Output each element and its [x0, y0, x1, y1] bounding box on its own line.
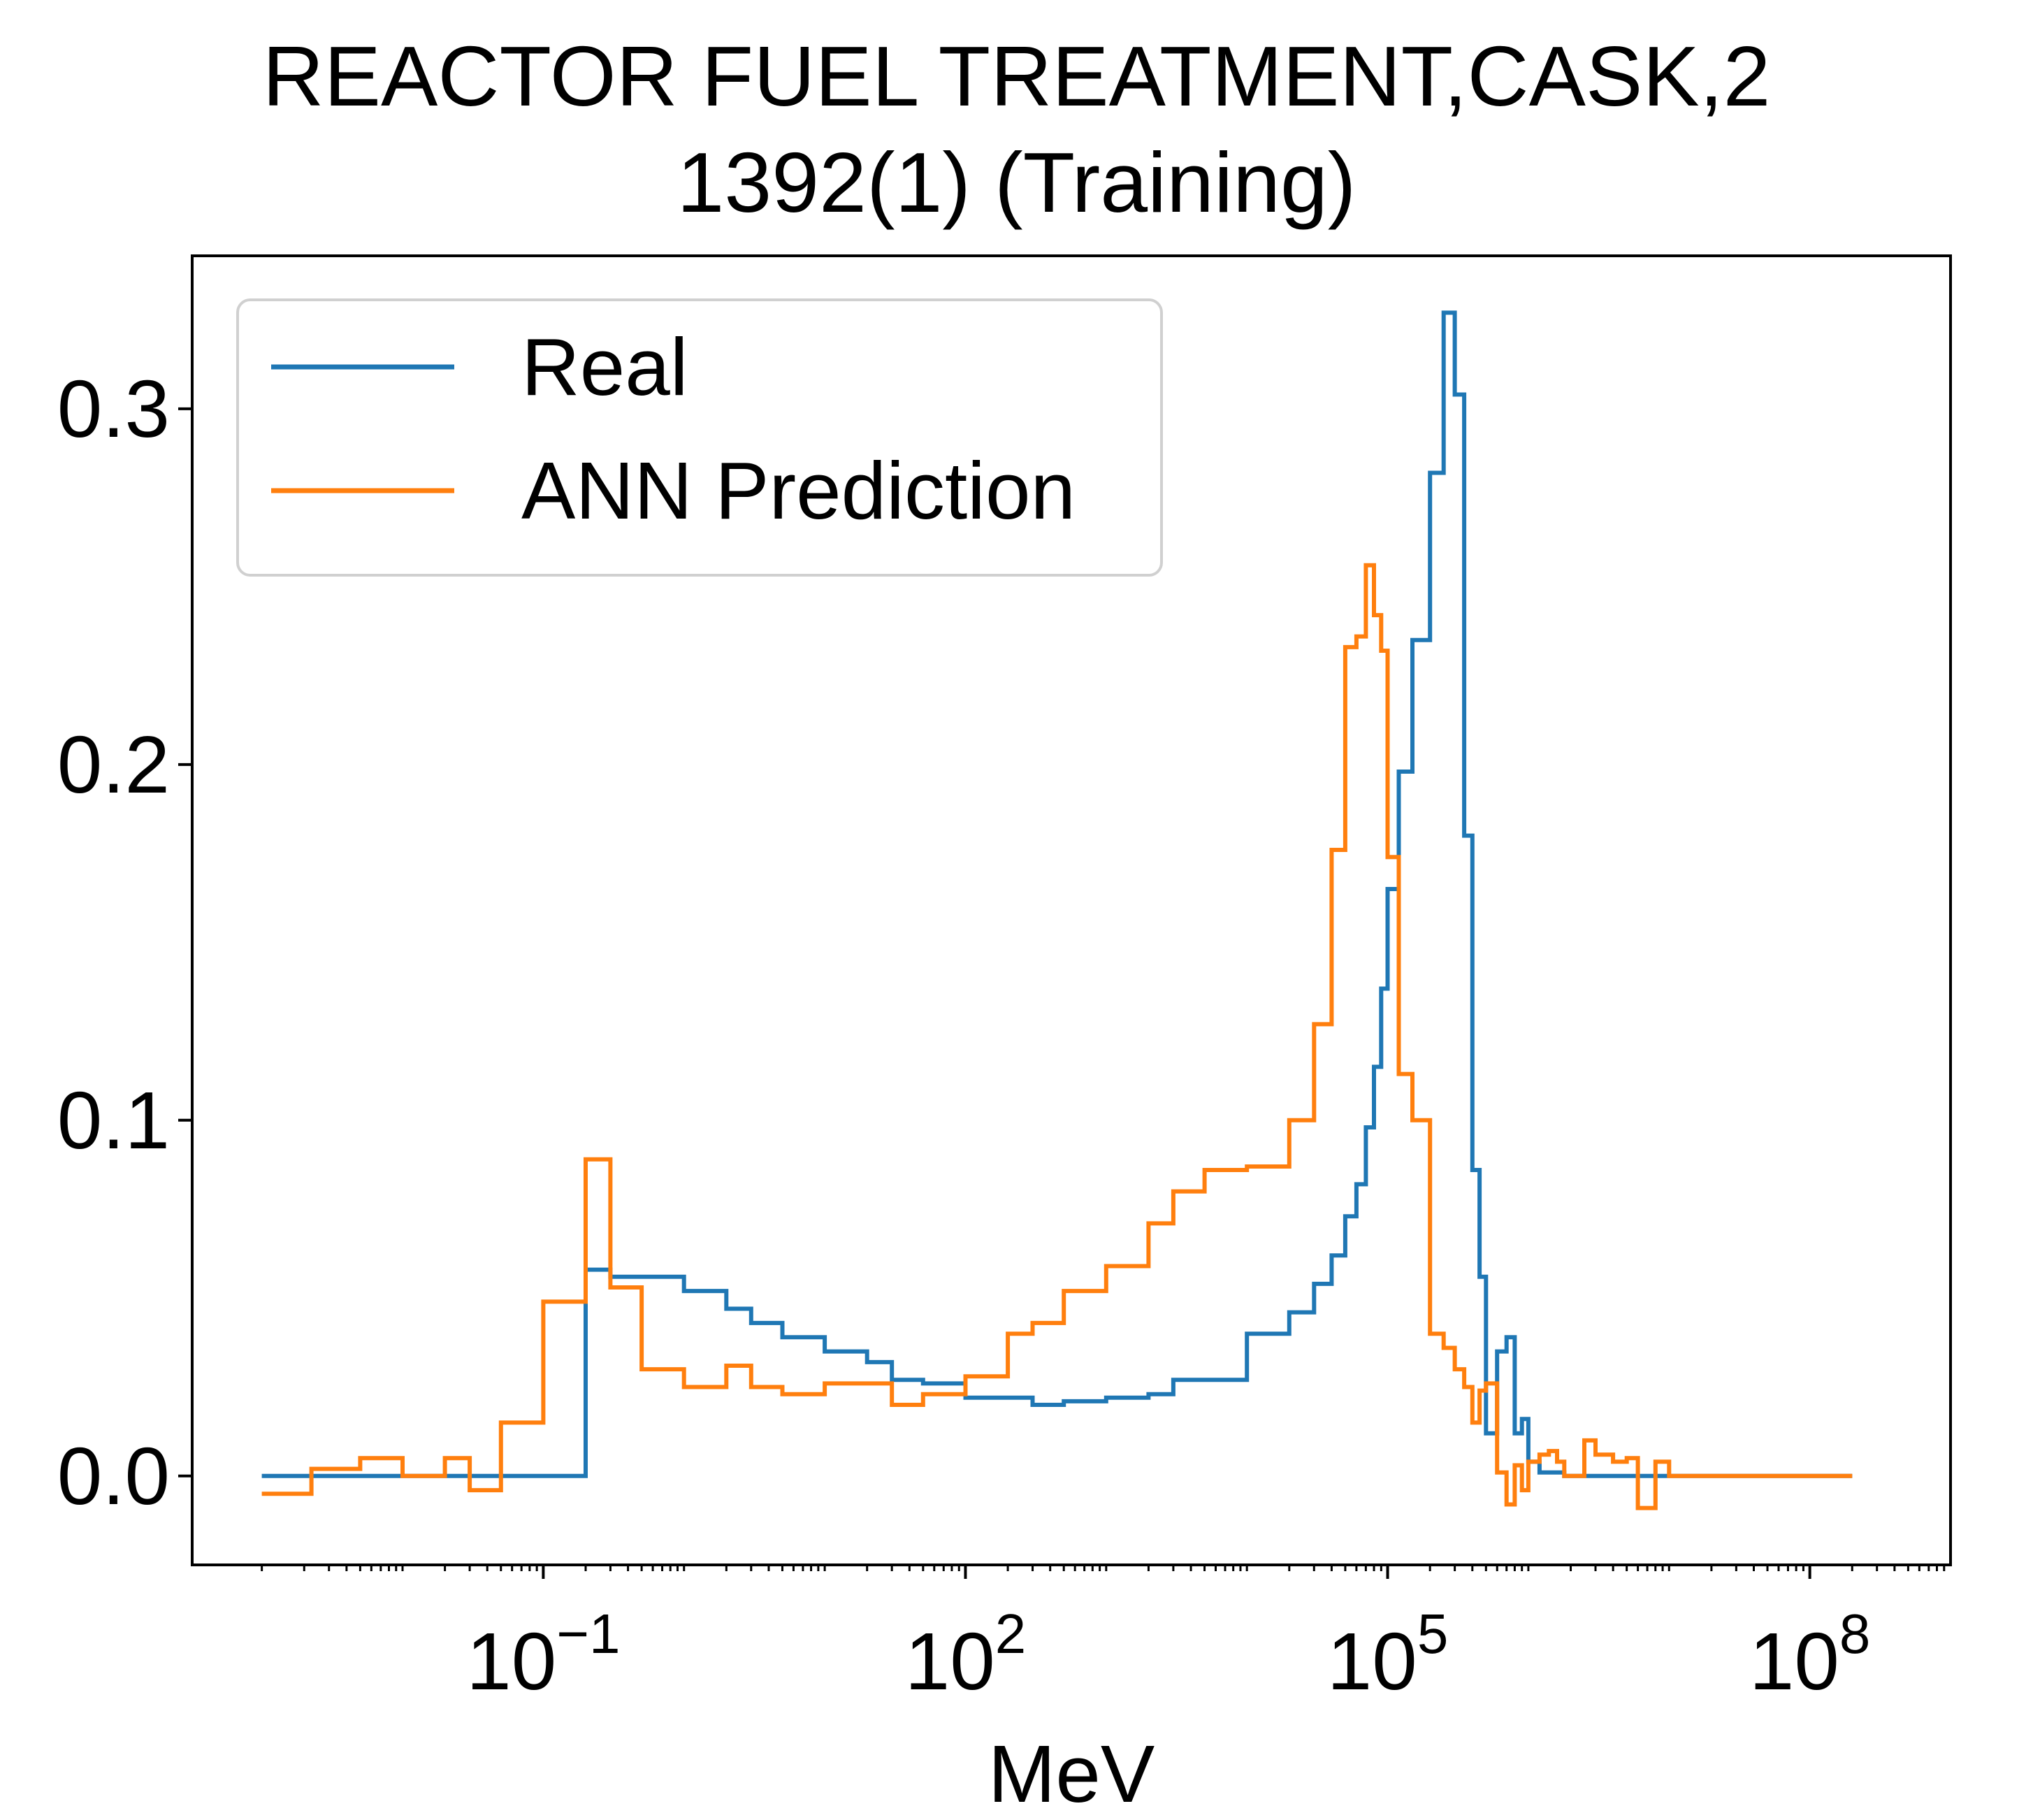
x-tick-label: 105	[1327, 1603, 1449, 1707]
x-tick-label-base: 10	[1749, 1616, 1839, 1707]
chart-title-line-2: 1392(1) (Training)	[677, 135, 1356, 230]
x-tick-label-exponent: 8	[1839, 1603, 1871, 1665]
chart-title-line-1: REACTOR FUEL TREATMENT,CASK,2	[262, 29, 1771, 124]
x-tick-label-base: 10	[1327, 1616, 1417, 1707]
y-tick-label: 0.3	[57, 363, 170, 454]
axes-frame	[191, 254, 1952, 1566]
x-tick-label-base: 10	[905, 1616, 995, 1707]
x-tick-label-exponent: 5	[1417, 1603, 1449, 1665]
y-tick-label: 0.2	[57, 719, 170, 810]
x-axis: 10−1 102 105 108	[261, 1565, 1946, 1707]
series-line-1	[261, 563, 1853, 1510]
series-layer	[261, 310, 1853, 1510]
legend: Real ANN Prediction	[236, 298, 1163, 577]
x-tick-label-exponent: −1	[556, 1603, 620, 1665]
series-line-0	[261, 310, 1853, 1478]
x-axis-label: MeV	[988, 1728, 1155, 1819]
x-tick-label-base: 10	[466, 1616, 556, 1707]
x-tick-label: 102	[905, 1603, 1027, 1707]
x-tick-label: 108	[1749, 1603, 1871, 1707]
legend-label-ann-prediction: ANN Prediction	[521, 445, 1076, 536]
legend-label-real: Real	[521, 322, 688, 412]
x-tick-label: 10−1	[466, 1603, 620, 1707]
legend-box	[236, 298, 1163, 577]
y-tick-label: 0.0	[57, 1431, 170, 1522]
y-tick-label: 0.1	[57, 1075, 170, 1166]
x-tick-label-exponent: 2	[995, 1603, 1027, 1665]
y-axis: 0.0 0.1 0.2 0.3	[57, 363, 192, 1522]
